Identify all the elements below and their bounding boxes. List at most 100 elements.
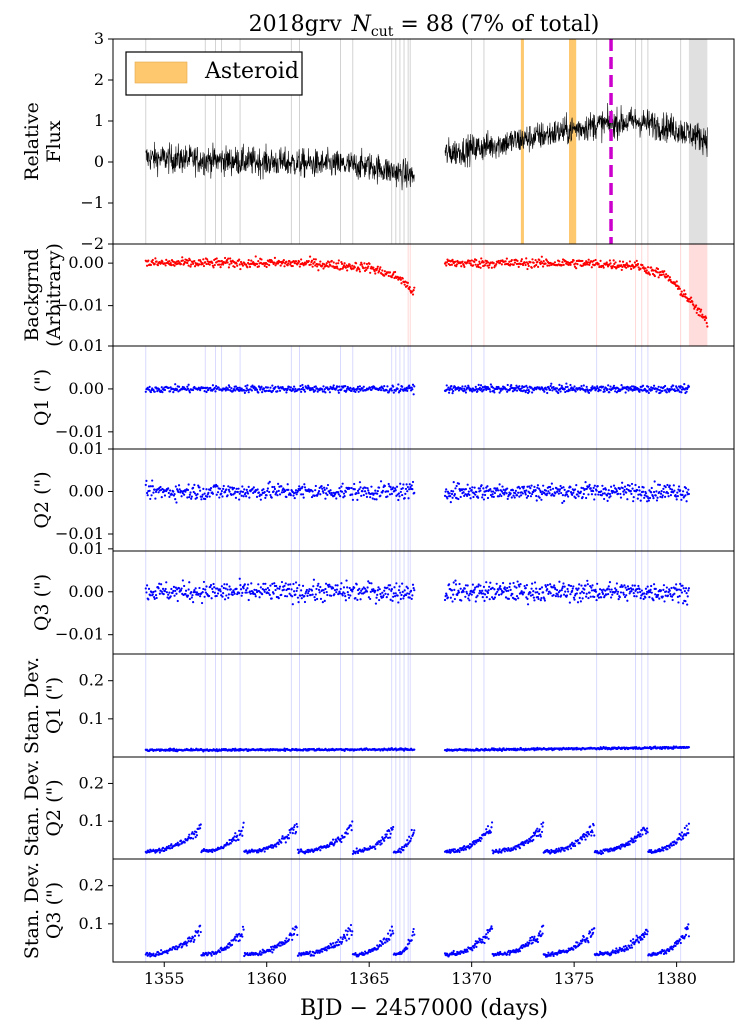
data-point — [292, 388, 295, 391]
data-point — [611, 265, 615, 268]
data-point — [497, 593, 501, 596]
data-point — [561, 585, 565, 588]
data-point — [657, 385, 660, 388]
data-point — [662, 273, 665, 276]
data-point — [189, 491, 192, 494]
data-point — [652, 599, 655, 602]
panel-background-plot-area — [144, 244, 709, 346]
data-point — [656, 271, 659, 274]
data-point — [191, 831, 194, 834]
data-point — [319, 849, 322, 852]
data-point — [372, 492, 376, 495]
data-point — [170, 846, 174, 850]
data-point — [397, 383, 400, 386]
data-point — [387, 482, 390, 486]
data-point — [358, 268, 361, 271]
data-point — [588, 263, 591, 266]
data-point — [594, 588, 597, 591]
data-point — [582, 492, 585, 496]
data-point — [268, 589, 271, 592]
data-point — [300, 589, 303, 592]
data-point — [294, 387, 297, 390]
data-point — [376, 265, 379, 268]
data-point — [406, 387, 409, 390]
data-point — [252, 260, 255, 264]
data-point — [209, 489, 212, 492]
data-point — [378, 840, 381, 844]
data-point — [445, 384, 448, 387]
data-point — [164, 587, 167, 591]
data-point — [365, 492, 368, 495]
data-point — [399, 389, 402, 393]
data-point — [542, 388, 545, 392]
data-point — [153, 262, 156, 266]
data-point — [234, 839, 238, 842]
data-point — [552, 385, 555, 389]
data-point — [642, 597, 645, 601]
data-point — [317, 582, 320, 585]
data-point — [625, 266, 628, 269]
data-point — [401, 385, 404, 388]
data-point — [204, 497, 207, 501]
data-point — [454, 579, 457, 582]
data-point — [514, 492, 517, 495]
data-point — [538, 258, 541, 262]
data-point — [291, 595, 294, 598]
data-point — [581, 496, 584, 499]
data-point — [351, 588, 355, 591]
data-point — [408, 596, 411, 599]
data-point — [519, 263, 522, 266]
data-point — [399, 591, 402, 594]
data-point — [642, 486, 645, 489]
data-point — [609, 495, 612, 498]
data-point — [401, 277, 404, 280]
data-point — [585, 595, 588, 598]
panel-sd_q2-plot-area — [144, 757, 691, 859]
data-point — [174, 586, 177, 589]
data-point — [465, 590, 468, 593]
data-point — [625, 487, 628, 491]
data-point — [592, 259, 595, 262]
data-point — [512, 494, 515, 497]
data-point — [190, 747, 193, 750]
data-point — [638, 489, 641, 492]
data-point — [485, 262, 488, 265]
data-point — [584, 584, 587, 587]
data-point — [639, 590, 642, 594]
data-point — [377, 586, 380, 589]
data-point — [257, 391, 260, 394]
data-point — [311, 490, 314, 493]
data-point — [672, 484, 675, 487]
data-point — [608, 588, 611, 591]
data-point — [485, 581, 488, 584]
data-point — [323, 263, 326, 266]
data-point — [392, 592, 395, 595]
data-point — [498, 261, 502, 265]
data-point — [287, 262, 290, 265]
data-point — [669, 487, 672, 490]
data-point — [369, 386, 372, 389]
data-point — [706, 325, 709, 328]
data-point — [333, 588, 337, 592]
data-point — [636, 262, 640, 266]
data-point — [369, 590, 372, 593]
data-point — [620, 384, 623, 387]
data-point — [165, 258, 168, 262]
data-point — [481, 589, 484, 592]
data-point — [518, 487, 522, 490]
data-point — [574, 496, 577, 500]
data-point — [365, 268, 368, 271]
data-point — [406, 389, 409, 392]
data-point — [681, 493, 684, 496]
data-point — [278, 587, 281, 590]
data-point — [458, 582, 461, 586]
data-point — [286, 483, 289, 486]
data-point — [529, 261, 532, 264]
data-point — [289, 263, 292, 266]
data-point — [674, 587, 677, 590]
data-point — [463, 389, 466, 392]
data-point — [569, 584, 573, 588]
data-point — [354, 390, 357, 394]
data-point — [412, 289, 415, 292]
data-point — [608, 492, 612, 496]
